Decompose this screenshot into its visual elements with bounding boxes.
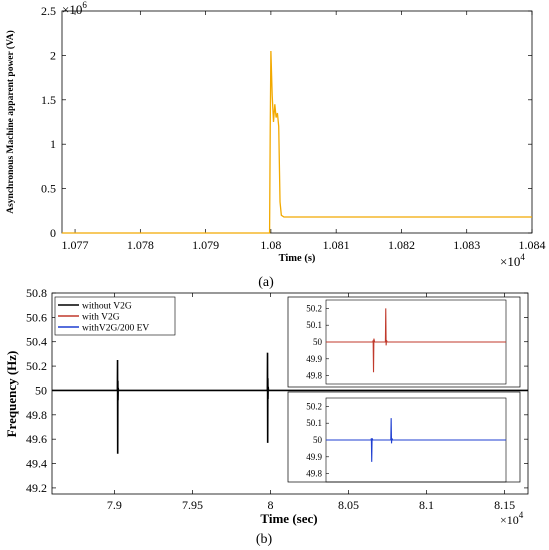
x-tick-label: 1.082 xyxy=(388,238,415,252)
inset-y-tick-label: 49.8 xyxy=(306,371,322,381)
legend-label-with-v2g-200-ev: withV2G/200 EV xyxy=(82,324,149,334)
inset-with-v2g: 49.8 49.9 50 50.1 50.2 xyxy=(287,296,521,388)
x-tick-label: 8.05 xyxy=(338,498,359,512)
inset-y-tick-label: 50.2 xyxy=(306,401,322,411)
frequency-line-without-v2g xyxy=(52,352,528,454)
inset-with-v2g-200-ev-frame xyxy=(287,391,521,483)
chart-b-legend: without V2G with V2G withV2G/200 EV xyxy=(54,296,176,336)
y-tick-label: 2.5 xyxy=(41,4,56,18)
chart-a-y-ticks: 0 0.5 1 1.5 2 2.5 xyxy=(41,4,532,240)
chart-a-y-exponent: ×106 xyxy=(62,0,87,17)
y-tick-label: 50 xyxy=(35,383,47,397)
inset-with-v2g-200-ev: 49.8 49.9 50 50.1 50.2 xyxy=(287,391,521,483)
x-tick-label: 1.078 xyxy=(127,238,154,252)
chart-a-plot-frame xyxy=(61,10,533,234)
y-tick-label: 50.2 xyxy=(26,359,47,373)
y-tick-label: 49.2 xyxy=(26,481,47,495)
inset-y-tick-label: 49.8 xyxy=(306,469,322,479)
chart-b: 7.9 7.95 8 8.05 8.1 8.15 49.2 49.4 49.6 49.8 50 50… xyxy=(4,286,529,547)
y-tick-label: 0 xyxy=(50,226,56,240)
x-tick-label: 8.15 xyxy=(494,498,515,512)
chart-b-series xyxy=(52,352,528,454)
x-tick-label: 1.077 xyxy=(62,238,89,252)
chart-b-plot-frame xyxy=(51,292,529,495)
x-tick-label: 7.95 xyxy=(182,498,203,512)
inset-frequency-line xyxy=(326,308,506,373)
y-tick-label: 50.4 xyxy=(26,335,47,349)
x-tick-label: 1.084 xyxy=(519,238,546,252)
inset-y-tick-label: 50.1 xyxy=(306,320,322,330)
y-tick-label: 50.8 xyxy=(26,286,47,300)
y-tick-label: 0.5 xyxy=(41,182,56,196)
inset-with-v2g-series xyxy=(326,308,506,373)
apparent-power-line xyxy=(62,50,532,234)
inset-y-tick-label: 50.1 xyxy=(306,418,322,428)
chart-a-x-ticks: 1.077 1.078 1.079 1.08 1.081 1.082 1.083 1.084 xyxy=(62,11,546,252)
x-tick-label: 1.083 xyxy=(453,238,480,252)
x-tick-label: 8 xyxy=(267,498,273,512)
chart-a-x-axis-label: Time (s) xyxy=(279,253,316,264)
legend-label-without-v2g: without V2G xyxy=(82,302,132,312)
y-tick-label: 49.4 xyxy=(26,457,47,471)
chart-a-series xyxy=(62,50,532,234)
y-tick-label: 1.5 xyxy=(41,93,56,107)
chart-a-y-axis-label: Asynchronous Machine apparent power (VA) xyxy=(5,30,16,214)
inset-frequency-line xyxy=(326,418,506,462)
chart-b-caption: (b) xyxy=(256,532,273,547)
chart-a: 1.077 1.078 1.079 1.08 1.081 1.082 1.083 1.084 … xyxy=(5,0,546,290)
chart-a-x-exponent: ×104 xyxy=(500,252,525,269)
x-tick-label: 1.08 xyxy=(260,238,281,252)
x-tick-label: 1.079 xyxy=(192,238,219,252)
inset-y-tick-label: 50 xyxy=(313,337,323,347)
x-tick-label: 7.9 xyxy=(107,498,122,512)
chart-b-x-ticks: 7.9 7.95 8 8.05 8.1 8.15 xyxy=(107,293,515,512)
chart-b-x-exponent: ×104 xyxy=(500,510,524,527)
y-tick-label: 1 xyxy=(50,137,56,151)
chart-b-y-axis-label: Frequency (Hz) xyxy=(4,351,19,438)
inset-with-v2g-200-ev-series xyxy=(326,418,506,462)
x-tick-label: 1.081 xyxy=(323,238,350,252)
y-tick-label: 2 xyxy=(50,48,56,62)
y-tick-label: 50.6 xyxy=(26,310,47,324)
y-tick-label: 49.8 xyxy=(26,408,47,422)
chart-b-x-axis-label: Time (sec) xyxy=(260,511,317,526)
chart-b-y-ticks: 49.2 49.4 49.6 49.8 50 50.2 50.4 50.6 50.8 xyxy=(26,286,528,495)
inset-y-tick-label: 49.9 xyxy=(306,354,322,364)
inset-y-tick-label: 49.9 xyxy=(306,452,322,462)
chart-a-caption: (a) xyxy=(258,275,274,290)
y-tick-label: 49.6 xyxy=(26,432,47,446)
x-tick-label: 8.1 xyxy=(419,498,434,512)
inset-y-tick-label: 50 xyxy=(313,435,323,445)
inset-y-tick-label: 50.2 xyxy=(306,303,322,313)
legend-label-with-v2g: with V2G xyxy=(82,313,120,323)
